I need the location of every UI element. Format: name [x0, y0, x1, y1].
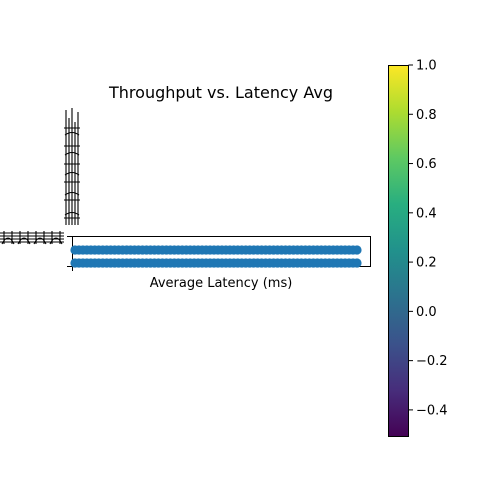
axis-ticks — [67, 236, 73, 271]
x-axis-label: Average Latency (ms) — [150, 276, 293, 291]
stacked-rotated-label-smudge — [64, 108, 80, 225]
colorbar-ticks: 1.0 0.8 0.6 0.4 0.2 0.0 −0.2 −0.4 — [408, 59, 448, 418]
colorbar-tick-label: −0.2 — [416, 354, 448, 369]
colorbar-tick-label: 1.0 — [416, 59, 437, 74]
chart-title: Throughput vs. Latency Avg — [108, 83, 333, 102]
y-tick-labels-cluster — [0, 108, 80, 245]
colorbar-tick-label: 0.2 — [416, 256, 437, 271]
stacked-horizontal-label-smudge — [0, 231, 64, 245]
colorbar-tick-label: −0.4 — [416, 403, 448, 418]
colorbar-tick-label: 0.6 — [416, 157, 437, 172]
colorbar-tick-label: 0.4 — [416, 206, 437, 221]
colorbar-tick-label: 0.0 — [416, 305, 437, 320]
scatter-point — [352, 258, 362, 268]
colorbar-tick-label: 0.8 — [416, 108, 437, 123]
scatter-point — [352, 245, 362, 255]
scatter-series — [70, 245, 362, 268]
colorbar-frame — [388, 65, 409, 437]
colorbar-gradient — [388, 65, 408, 437]
